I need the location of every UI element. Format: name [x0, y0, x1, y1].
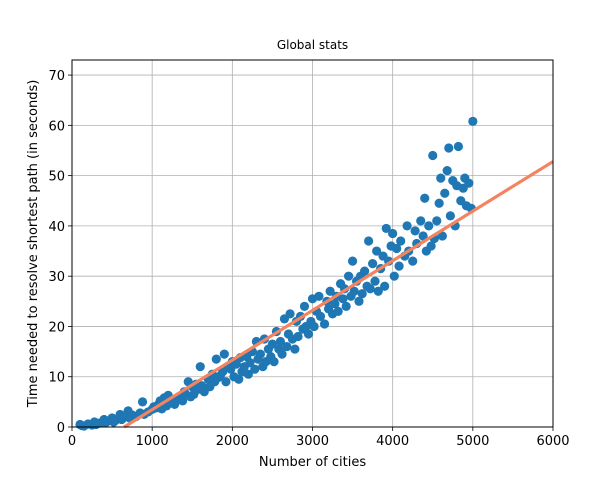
data-point — [333, 306, 343, 316]
data-point — [370, 276, 380, 286]
data-point — [396, 236, 406, 246]
data-point — [380, 281, 390, 291]
data-point — [437, 231, 447, 241]
data-point — [250, 364, 260, 374]
data-point — [221, 377, 231, 387]
data-point — [424, 221, 434, 231]
fit-line — [123, 160, 554, 429]
x-tick-label: 2000 — [216, 434, 249, 449]
data-point — [388, 228, 398, 239]
data-point — [410, 226, 420, 236]
data-point — [445, 211, 455, 221]
data-point — [137, 397, 148, 407]
data-point — [341, 301, 351, 311]
plot-area — [75, 116, 554, 431]
data-point — [434, 198, 444, 208]
data-point — [325, 286, 335, 296]
data-point — [267, 339, 278, 349]
data-point — [243, 369, 253, 379]
data-point — [428, 150, 438, 161]
y-tick-label: 20 — [48, 320, 65, 335]
x-tick-label: 0 — [68, 434, 76, 449]
data-point — [402, 221, 412, 231]
data-point — [293, 331, 303, 342]
data-point — [343, 271, 354, 281]
fit-line-series — [123, 160, 554, 429]
y-axis-label: Time needed to resolve shortest path (in… — [26, 80, 41, 409]
data-point — [347, 256, 358, 266]
data-point — [394, 261, 404, 271]
data-point — [372, 246, 382, 256]
data-point — [368, 259, 378, 269]
chart-title: Global stats — [277, 38, 348, 52]
data-point — [245, 358, 255, 368]
y-tick-label: 50 — [48, 170, 65, 185]
data-point — [315, 311, 326, 321]
x-axis-label: Number of cities — [259, 455, 366, 470]
data-point — [365, 284, 375, 294]
plot-frame — [71, 59, 554, 428]
y-tick-label: 30 — [48, 270, 65, 285]
data-point — [360, 266, 370, 276]
data-point — [319, 319, 330, 329]
y-tick-label: 40 — [48, 220, 65, 235]
data-point — [432, 216, 442, 226]
data-point — [275, 336, 286, 347]
x-tick-label: 1000 — [136, 434, 169, 449]
x-tick-label: 6000 — [536, 434, 569, 449]
data-point — [285, 309, 295, 319]
data-point — [234, 374, 244, 384]
data-point — [426, 241, 436, 251]
data-point — [314, 291, 324, 301]
data-point — [219, 349, 229, 359]
data-point — [420, 193, 430, 203]
data-point — [309, 321, 319, 332]
data-point — [299, 301, 310, 311]
data-point — [195, 362, 205, 372]
data-point — [303, 329, 314, 339]
data-point — [354, 296, 364, 306]
data-point — [444, 143, 454, 153]
data-point — [338, 294, 348, 304]
y-tick-label: 60 — [48, 119, 65, 134]
x-tick-label: 4000 — [376, 434, 409, 449]
data-point — [468, 116, 478, 126]
data-point — [418, 231, 428, 241]
data-point — [392, 243, 402, 254]
data-point — [389, 271, 399, 281]
x-tick-label: 3000 — [296, 434, 329, 449]
data-point — [330, 299, 340, 309]
y-tick-label: 10 — [48, 371, 65, 386]
data-point — [464, 178, 474, 188]
data-point — [373, 286, 383, 296]
data-point — [357, 289, 367, 299]
data-point — [277, 349, 287, 359]
y-tick-label: 0 — [57, 421, 65, 436]
data-point — [416, 216, 426, 226]
data-point — [440, 188, 450, 198]
data-point — [436, 173, 446, 183]
data-point — [349, 286, 359, 296]
data-point — [408, 256, 418, 266]
data-point — [453, 141, 464, 152]
y-tick-label: 70 — [48, 69, 65, 84]
axis-ticks: 0 1000 2000 3000 4000 5000 6000 0 10 20 30 40 50 60 70 — [48, 69, 569, 449]
data-point — [255, 349, 265, 359]
data-point — [290, 344, 300, 354]
x-tick-label: 5000 — [456, 434, 489, 449]
data-point — [211, 354, 221, 364]
data-point — [381, 223, 391, 234]
data-point — [442, 166, 452, 176]
data-point — [282, 341, 292, 352]
data-point — [364, 236, 374, 246]
data-point — [269, 357, 279, 367]
